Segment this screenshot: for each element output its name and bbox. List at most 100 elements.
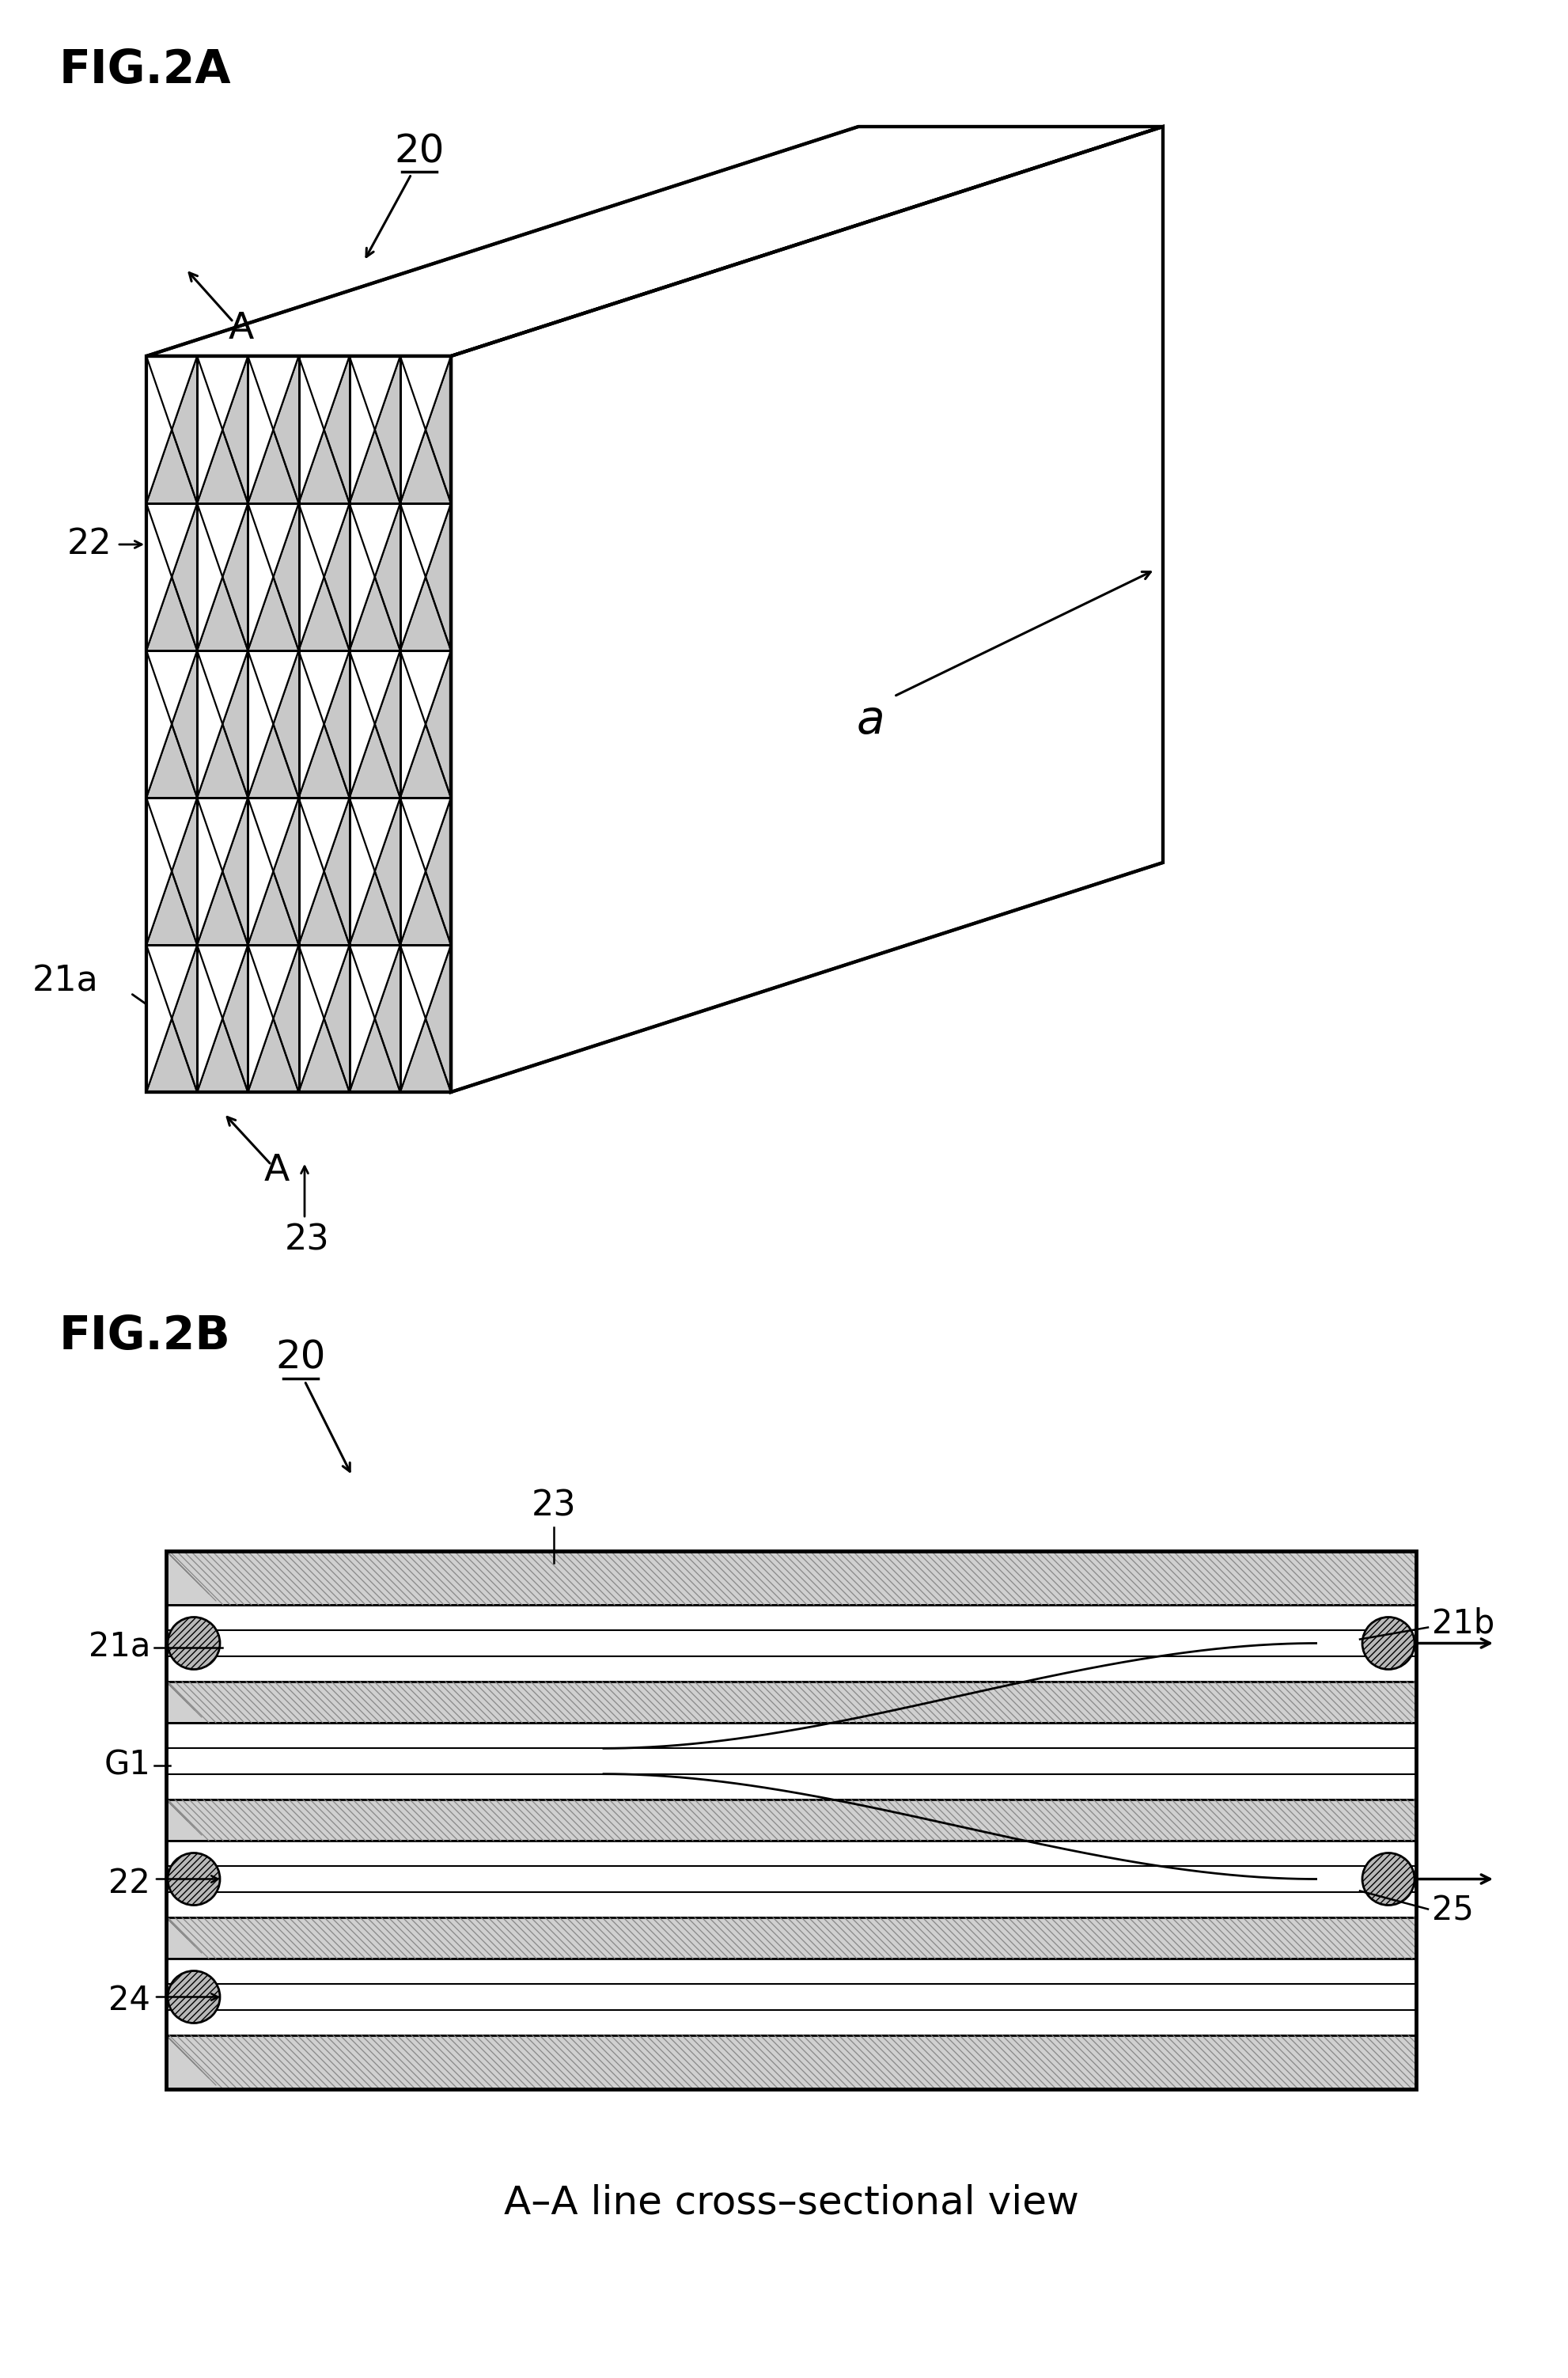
Polygon shape [248,504,273,652]
Polygon shape [400,652,450,723]
Text: FIG.2A: FIG.2A [60,48,232,93]
Polygon shape [350,652,400,797]
Polygon shape [146,504,171,652]
Polygon shape [248,357,273,504]
Polygon shape [400,504,450,652]
Polygon shape [198,944,248,1018]
Text: 22: 22 [67,528,113,561]
Polygon shape [198,652,248,723]
Polygon shape [146,652,198,723]
Text: A: A [263,1153,290,1189]
Ellipse shape [168,1617,220,1669]
Polygon shape [298,652,350,723]
Polygon shape [400,652,450,797]
Polygon shape [146,797,198,870]
Text: 21a: 21a [88,1631,151,1665]
Polygon shape [350,944,375,1092]
Polygon shape [298,944,350,1018]
Text: 23: 23 [284,1222,329,1256]
Polygon shape [400,357,425,504]
Polygon shape [350,797,400,870]
Polygon shape [166,2036,1416,2090]
Polygon shape [166,1550,1416,1605]
Polygon shape [298,652,350,797]
Polygon shape [298,357,350,504]
Ellipse shape [1361,1617,1414,1669]
Polygon shape [198,504,248,652]
Ellipse shape [168,1971,220,2024]
Polygon shape [248,944,298,1092]
Polygon shape [248,797,273,944]
Polygon shape [198,357,248,504]
Polygon shape [248,357,298,504]
Polygon shape [298,357,350,430]
Polygon shape [166,1959,1416,2036]
Text: A: A [229,312,254,347]
Text: 22: 22 [108,1867,151,1900]
Polygon shape [298,797,350,944]
Polygon shape [146,504,198,578]
Text: G1: G1 [103,1748,151,1781]
Polygon shape [248,357,298,430]
Polygon shape [198,944,248,1092]
Polygon shape [298,944,325,1092]
Polygon shape [248,944,273,1092]
Polygon shape [146,357,198,504]
Polygon shape [248,944,298,1018]
Polygon shape [298,797,350,870]
Polygon shape [146,652,198,797]
Text: 24: 24 [108,1983,151,2017]
Polygon shape [146,357,450,1092]
Polygon shape [166,1917,1416,1959]
Polygon shape [350,357,375,504]
Polygon shape [248,652,298,797]
Polygon shape [146,504,198,652]
Polygon shape [350,652,400,723]
Polygon shape [166,1722,1416,1800]
Polygon shape [166,1681,1416,1722]
Polygon shape [350,504,400,652]
Polygon shape [248,504,298,578]
Polygon shape [166,1800,1416,1841]
Polygon shape [400,797,450,870]
Polygon shape [248,504,298,652]
Polygon shape [400,504,450,578]
Polygon shape [146,357,171,504]
Polygon shape [350,504,400,578]
Polygon shape [198,504,223,652]
Polygon shape [400,797,425,944]
Text: FIG.2B: FIG.2B [60,1313,230,1358]
Polygon shape [198,797,248,944]
Polygon shape [166,1605,1416,1681]
Polygon shape [400,504,425,652]
Polygon shape [248,652,273,797]
Polygon shape [350,797,400,944]
Text: 20: 20 [394,133,444,171]
Polygon shape [146,652,171,797]
Text: A–A line cross–sectional view: A–A line cross–sectional view [503,2183,1079,2221]
Polygon shape [298,504,350,652]
Polygon shape [350,357,400,504]
Polygon shape [198,652,223,797]
Text: 23: 23 [532,1489,575,1524]
Polygon shape [146,126,1162,357]
Polygon shape [298,504,325,652]
Polygon shape [298,797,325,944]
Polygon shape [400,357,450,504]
Polygon shape [350,797,375,944]
Text: 21a: 21a [33,963,99,999]
Polygon shape [198,357,223,504]
Polygon shape [450,126,1162,1092]
Polygon shape [146,944,198,1092]
Polygon shape [298,652,325,797]
Text: 20: 20 [276,1339,326,1377]
Polygon shape [400,944,425,1092]
Polygon shape [400,652,425,797]
Polygon shape [198,504,248,578]
Polygon shape [350,357,400,430]
Polygon shape [298,357,325,504]
Text: a: a [856,697,884,742]
Polygon shape [400,357,450,430]
Polygon shape [350,944,400,1018]
Polygon shape [146,944,171,1092]
